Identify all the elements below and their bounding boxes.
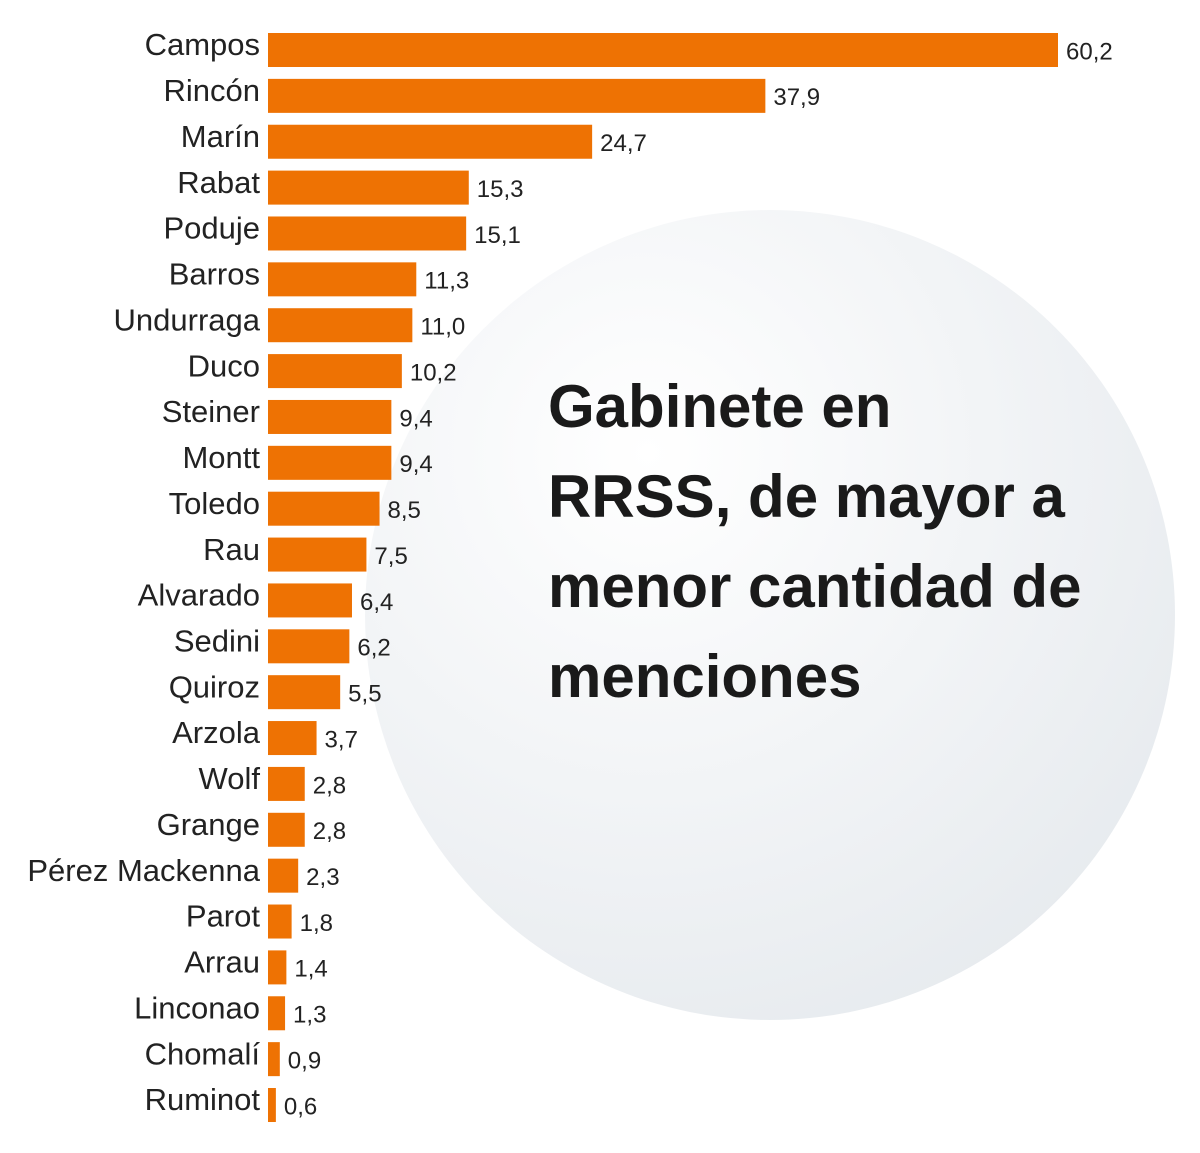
- category-label: Wolf: [199, 761, 261, 796]
- bar: [268, 399, 392, 434]
- bar: [268, 170, 469, 205]
- category-label: Poduje: [163, 211, 260, 246]
- value-label: 5,5: [348, 681, 381, 708]
- chart-title: Gabinete en RRSS, de mayor a menor canti…: [548, 373, 1082, 710]
- value-label: 2,8: [313, 818, 346, 845]
- value-label: 10,2: [410, 359, 457, 386]
- category-label: Duco: [188, 348, 260, 383]
- category-label: Rabat: [177, 165, 260, 200]
- bar: [268, 1088, 276, 1123]
- bar: [268, 675, 341, 710]
- value-label: 37,9: [773, 84, 820, 111]
- value-label: 9,4: [399, 405, 432, 432]
- bar: [268, 445, 392, 480]
- bar: [268, 766, 305, 801]
- bar: [268, 124, 593, 159]
- value-label: 0,6: [284, 1093, 317, 1120]
- category-label: Chomalí: [145, 1036, 261, 1071]
- bar: [268, 33, 1058, 67]
- category-label: Rau: [203, 532, 260, 567]
- value-label: 0,9: [288, 1047, 321, 1074]
- category-label: Sedini: [174, 623, 260, 658]
- bar: [268, 78, 766, 113]
- category-label: Rincón: [164, 73, 261, 108]
- value-label: 8,5: [388, 497, 421, 524]
- bar: [268, 858, 299, 893]
- category-label: Montt: [182, 440, 260, 475]
- category-label: Grange: [157, 807, 260, 842]
- value-label: 6,4: [360, 589, 393, 616]
- bar: [268, 216, 467, 251]
- value-label: 1,8: [300, 910, 333, 937]
- bar: [268, 996, 286, 1031]
- value-label: 1,3: [293, 1002, 326, 1029]
- value-label: 7,5: [374, 543, 407, 570]
- value-label: 11,0: [420, 314, 465, 341]
- bar: [268, 583, 352, 618]
- bar: [268, 491, 380, 526]
- value-label: 24,7: [600, 130, 647, 157]
- category-label: Quiroz: [169, 669, 260, 704]
- category-label: Barros: [169, 257, 260, 292]
- value-label: 2,3: [306, 864, 339, 891]
- category-label: Undurraga: [114, 302, 261, 337]
- value-label: 60,2: [1066, 38, 1113, 65]
- bar: [268, 629, 350, 664]
- value-label: 15,3: [477, 176, 524, 203]
- bar: [268, 354, 402, 389]
- category-label: Alvarado: [138, 578, 260, 613]
- category-label: Pérez Mackenna: [27, 853, 260, 888]
- bar: [268, 1042, 280, 1077]
- value-label: 11,3: [424, 268, 469, 295]
- category-label: Campos: [145, 27, 260, 62]
- category-label: Toledo: [169, 486, 260, 521]
- value-label: 2,8: [313, 772, 346, 799]
- value-label: 15,1: [474, 222, 521, 249]
- category-label: Arrau: [184, 945, 260, 980]
- category-label: Parot: [186, 899, 260, 934]
- background-circle: [365, 210, 1175, 1020]
- value-label: 1,4: [294, 956, 327, 983]
- bar: [268, 904, 292, 939]
- category-label: Linconao: [134, 990, 260, 1025]
- category-label: Steiner: [162, 394, 260, 429]
- bar: [268, 262, 417, 297]
- value-label: 3,7: [325, 726, 358, 753]
- category-label: Marín: [181, 119, 260, 154]
- bar: [268, 308, 413, 343]
- value-label: 9,4: [399, 451, 432, 478]
- category-label: Arzola: [172, 715, 261, 750]
- bar: [268, 812, 305, 847]
- bar: [268, 721, 317, 756]
- value-label: 6,2: [357, 635, 390, 662]
- category-label: Ruminot: [145, 1082, 261, 1117]
- bar: [268, 950, 287, 985]
- bar: [268, 537, 367, 572]
